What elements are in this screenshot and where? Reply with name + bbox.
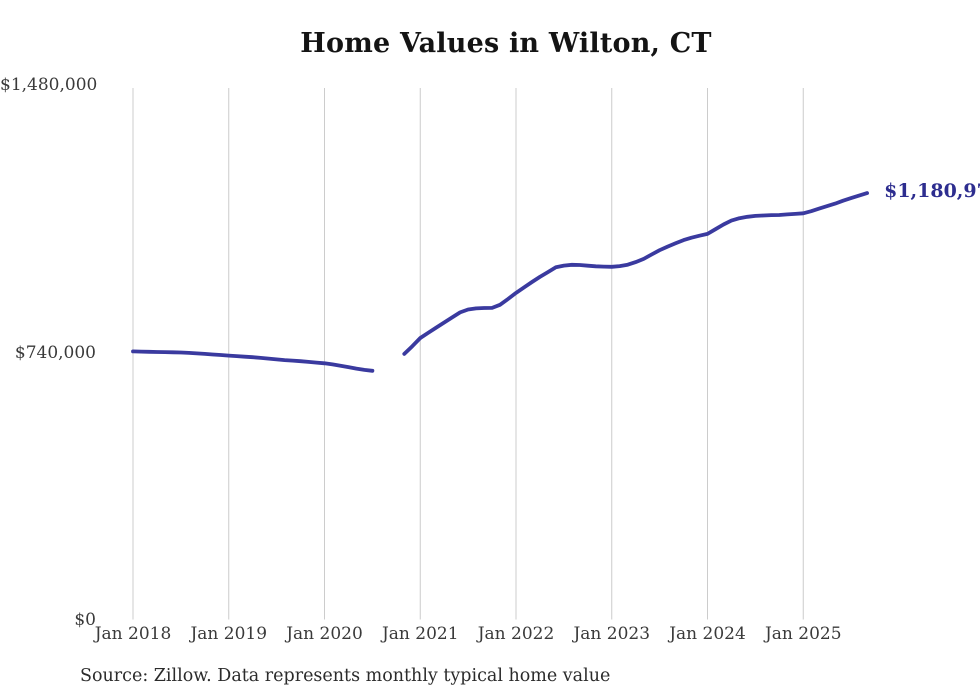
x-tick-label: Jan 2022 bbox=[477, 624, 555, 644]
x-tick-label: Jan 2024 bbox=[669, 624, 746, 644]
home-value-line bbox=[131, 191, 869, 373]
chart-title: Home Values in Wilton, CT bbox=[300, 28, 712, 59]
gridline-group bbox=[132, 88, 804, 620]
y-tick-label: $0 bbox=[74, 610, 96, 630]
x-tick-label: Jan 2021 bbox=[381, 624, 459, 644]
latest-value-label: $1,180,97 bbox=[884, 180, 980, 203]
x-tick-label: Jan 2023 bbox=[573, 624, 651, 644]
x-tick-label: Jan 2018 bbox=[94, 624, 172, 644]
y-tick-label: $1,480,000 bbox=[0, 75, 98, 95]
source-note: Source: Zillow. Data represents monthly … bbox=[80, 666, 611, 686]
x-tick-label: Jan 2019 bbox=[190, 624, 268, 644]
x-tick-label: Jan 2020 bbox=[286, 624, 363, 644]
y-tick-label: $740,000 bbox=[14, 342, 96, 363]
x-tick-label: Jan 2025 bbox=[764, 624, 842, 644]
